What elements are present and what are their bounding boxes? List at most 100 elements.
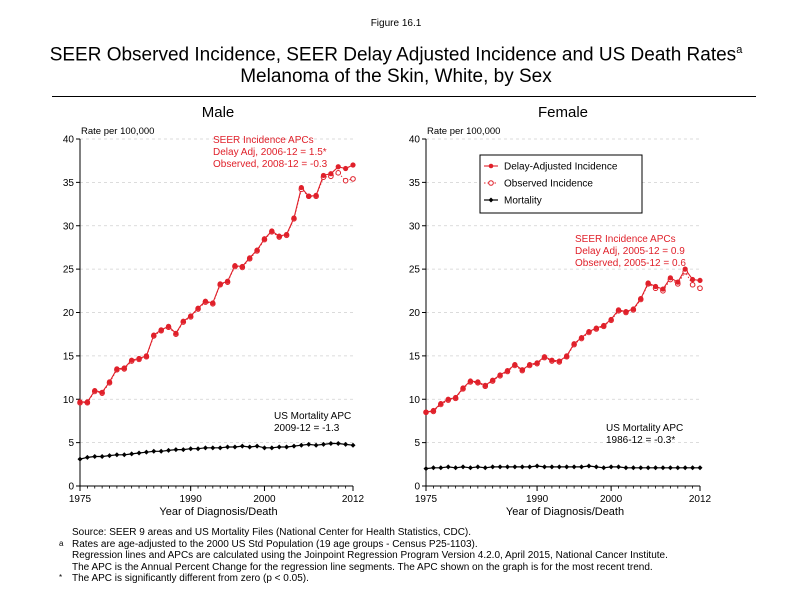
point-delay-adjusted-incidence	[615, 307, 622, 313]
point-mortality	[284, 444, 290, 450]
point-delay-adjusted-incidence	[129, 357, 135, 363]
point-delay-adjusted-incidence	[667, 275, 673, 281]
point-delay-adjusted-incidence	[571, 341, 577, 347]
point-mortality	[269, 445, 275, 451]
point-mortality	[173, 447, 179, 453]
point-delay-adjusted-incidence	[608, 316, 614, 323]
point-delay-adjusted-incidence	[143, 353, 150, 359]
point-delay-adjusted-incidence	[660, 286, 666, 292]
annotation-mortality-apc-female: 1986-12 = -0.3*	[606, 435, 675, 446]
title-divider	[52, 96, 756, 97]
footnote: * The APC is significantly different from…	[59, 573, 668, 585]
footnote-text: Regression lines and APCs are calculated…	[72, 550, 668, 561]
point-delay-adjusted-incidence	[423, 409, 429, 415]
point-mortality	[645, 465, 651, 471]
point-mortality	[129, 451, 135, 457]
annotation-mortality-apc-male: US Mortality APC	[274, 411, 351, 422]
point-mortality	[667, 465, 673, 471]
point-delay-adjusted-incidence	[328, 171, 334, 177]
point-mortality	[445, 464, 451, 470]
footnotes: Source: SEER 9 areas and US Mortality Fi…	[59, 527, 668, 585]
point-delay-adjusted-incidence	[158, 327, 164, 333]
point-mortality	[571, 464, 577, 470]
point-mortality	[92, 454, 98, 460]
point-mortality	[690, 465, 696, 471]
y-tick-label: 40	[409, 135, 421, 146]
point-delay-adjusted-incidence	[504, 368, 511, 374]
chart-subtitle: Melanoma of the Skin, White, by Sex	[240, 66, 552, 87]
y-axis-label-male: Rate per 100,000	[81, 126, 154, 137]
point-mortality	[534, 463, 540, 469]
point-delay-adjusted-incidence	[217, 281, 223, 287]
y-tick-label: 0	[68, 482, 74, 493]
footnote-marker: *	[59, 573, 63, 582]
y-tick-label: 20	[63, 308, 75, 319]
point-delay-adjusted-incidence	[675, 279, 681, 285]
point-mortality	[593, 464, 599, 470]
y-tick-label: 20	[409, 308, 421, 319]
point-delay-adjusted-incidence	[482, 382, 488, 388]
point-delay-adjusted-incidence	[534, 360, 540, 366]
point-delay-adjusted-incidence	[261, 236, 268, 242]
panel-title-female: Female	[538, 104, 588, 121]
point-mortality	[586, 463, 592, 469]
footnote-marker: a	[59, 538, 64, 548]
point-mortality	[114, 452, 120, 458]
point-delay-adjusted-incidence	[269, 228, 275, 234]
x-tick-label: 1975	[69, 494, 92, 505]
annotation-incidence-apc-male: Delay Adj, 2006-12 = 1.5*	[213, 147, 327, 158]
series-line-delay-adjusted-incidence	[425, 268, 701, 413]
chart-title-text: SEER Observed Incidence, SEER Delay Adju…	[49, 44, 737, 66]
y-tick-label: 40	[63, 135, 75, 146]
chart-title: SEER Observed Incidence, SEER Delay Adju…	[0, 44, 792, 66]
point-delay-adjusted-incidence	[601, 322, 607, 329]
legend-label: Mortality	[504, 196, 542, 207]
point-delay-adjusted-incidence	[519, 367, 525, 373]
series-line-mortality	[425, 465, 700, 470]
title-footnote-marker: a	[736, 44, 743, 56]
point-delay-adjusted-incidence	[445, 396, 451, 402]
point-mortality	[107, 453, 113, 459]
x-tick-label: 1990	[526, 494, 549, 505]
point-delay-adjusted-incidence	[180, 318, 186, 324]
y-tick-label: 15	[63, 351, 75, 362]
point-delay-adjusted-incidence	[298, 184, 304, 191]
point-mortality	[623, 465, 629, 471]
point-mortality	[564, 464, 570, 470]
y-tick-label: 0	[414, 482, 420, 493]
point-delay-adjusted-incidence	[564, 353, 570, 359]
point-delay-adjusted-incidence	[136, 355, 142, 362]
point-mortality	[328, 440, 334, 446]
point-mortality	[195, 446, 201, 452]
point-observed-incidence	[697, 285, 703, 292]
point-delay-adjusted-incidence	[99, 389, 105, 395]
footnote-text: The APC is the Annual Percent Change for…	[72, 561, 653, 573]
point-mortality	[350, 442, 356, 448]
point-mortality	[579, 464, 585, 470]
legend-label: Observed Incidence	[504, 179, 593, 190]
point-delay-adjusted-incidence	[283, 231, 290, 238]
point-mortality	[423, 466, 429, 472]
point-delay-adjusted-incidence	[92, 387, 98, 394]
point-mortality	[490, 464, 496, 470]
point-delay-adjusted-incidence	[689, 276, 696, 283]
point-mortality	[467, 465, 473, 471]
point-delay-adjusted-incidence	[497, 372, 503, 378]
point-delay-adjusted-incidence	[202, 298, 209, 304]
point-mortality	[158, 448, 164, 454]
y-tick-label: 30	[409, 221, 421, 232]
point-mortality	[630, 465, 636, 471]
point-delay-adjusted-incidence	[586, 328, 592, 335]
point-mortality	[527, 464, 533, 470]
point-delay-adjusted-incidence	[556, 358, 562, 364]
point-mortality	[504, 464, 510, 470]
point-mortality	[261, 445, 267, 451]
footnote-text: Source: SEER 9 areas and US Mortality Fi…	[72, 527, 472, 538]
y-axis-label-female: Rate per 100,000	[427, 126, 500, 137]
annotation-mortality-apc-female: US Mortality APC	[606, 423, 683, 434]
legend-marker-delay-adjusted	[488, 163, 494, 169]
point-delay-adjusted-incidence	[490, 377, 496, 383]
figure-label: Figure 16.1	[370, 18, 422, 29]
annotation-incidence-apc-male: SEER Incidence APCs	[213, 135, 314, 146]
point-mortality	[247, 444, 253, 450]
